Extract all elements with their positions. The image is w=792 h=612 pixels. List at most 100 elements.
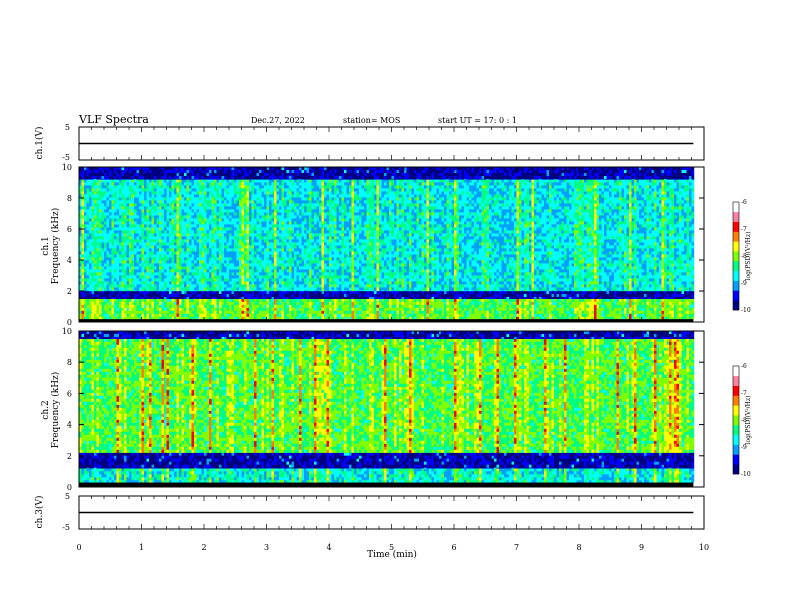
ch1-spectrogram-cell [229,266,232,270]
ch1-spectrogram-cell [299,185,302,189]
ch1-spectrogram-cell [219,275,222,279]
ch1-spectrogram-cell [279,230,282,234]
ch1-spectrogram-cell [134,290,137,292]
ch1-spectrogram-cell [246,185,250,189]
ch1-spectrogram-cell [311,188,315,192]
ch1-spectrogram-cell [294,248,297,252]
ch1-spectrogram-cell [209,179,212,183]
ch1-spectrogram-cell [199,182,202,186]
ch1-spectrogram-cell [234,275,237,279]
ch1-spectrogram-cell [146,233,150,237]
ch1-spectrogram-cell [229,215,232,219]
ch1-spectrogram-cell [186,188,190,192]
ch1-spectrogram-cell [116,167,120,171]
ch1-spectrogram-cell [119,182,122,186]
ch1-spectrogram-cell [189,263,192,267]
ch1-spectrogram-cell [161,203,165,207]
ch1-spectrogram-cell [291,170,295,174]
ch1-spectrogram-cell [131,307,135,311]
ch1-spectrogram-cell [104,275,107,279]
ch1-spectrogram-cell [166,200,170,204]
ch1-spectrogram-cell [304,179,307,180]
ch1-spectrogram-cell [124,294,127,298]
ch1-spectrogram-cell [124,287,127,291]
ch1-spectrogram-cell [284,304,287,308]
ch1-spectrogram-cell [91,310,95,314]
ch1-spectrogram-cell [306,239,310,243]
ch1-spectrogram-cell [234,203,237,207]
ch1-spectrogram-cell [184,263,187,267]
ch1-spectrogram-cell [206,304,210,308]
ch1-spectrogram-cell [241,212,245,216]
ch1-spectrogram-cell [114,307,117,311]
ch1-spectrogram-cell [304,290,307,292]
ch1-spectrogram-cell [179,287,182,291]
ch1-spectrogram-cell [146,284,150,288]
ch1-spectrogram-cell [274,233,277,237]
ch1-spectrogram-cell [139,245,142,249]
ch1-spectrogram-cell [91,209,95,213]
ch1-spectrogram-cell [79,310,82,314]
ch1-spectrogram-cell [234,284,237,288]
ch1-spectrogram-cell [201,212,205,216]
ch1-spectrogram-cell [99,179,102,183]
ch1-spectrogram-cell [269,260,272,264]
ch1-spectrogram-cell [256,242,260,246]
ch1-spectrogram-cell [86,294,90,298]
ch1-spectrogram-cell [164,287,167,291]
ch1-spectrogram-cell [216,298,220,302]
ch1-spectrogram-cell [94,260,97,264]
ch1-spectrogram-cell [299,176,302,180]
ch1-spectrogram-cell [296,242,300,246]
ch1-spectrogram-cell [169,294,172,298]
ch1-spectrogram-cell [109,290,112,292]
ch1-spectrogram-cell [294,227,297,231]
ch1-spectrogram-cell [141,284,145,288]
ch1-spectrogram-cell [161,212,165,216]
ch1-spectrogram-cell [144,200,147,204]
ch1-spectrogram-cell [79,179,82,180]
ch1-spectrogram-cell [266,176,270,180]
ch1-spectrogram-cell [229,218,232,222]
ch1-spectrogram-cell [256,179,260,180]
ch1-spectrogram-cell [251,297,255,299]
ch1-spectrogram-cell [281,197,285,201]
ch1-spectrogram-cell [259,197,262,201]
ch1-spectrogram-cell [166,188,170,192]
ch1-spectrogram-cell [221,212,225,216]
ch1-spectrogram-cell [236,281,240,285]
ch1-spectrogram-cell [234,179,237,183]
ch1-spectrogram-cell [226,242,230,246]
ch1-spectrogram-cell [274,263,277,267]
ch1-spectrogram-cell [151,284,155,288]
ch1-spectrogram-cell [286,297,290,299]
ch1-spectrogram-cell [219,301,222,305]
ch1-spectrogram-cell [281,248,285,252]
ch1-spectrogram-cell [209,251,212,255]
ch1-spectrogram-cell [191,179,195,183]
ch1-spectrogram-cell [181,194,185,198]
ch1-spectrogram-cell [296,179,300,183]
ch1-spectrogram-cell [311,307,315,311]
ch1-spectrogram-cell [296,212,300,216]
ch1-spectrogram-cell [179,224,182,228]
ch1-spectrogram-cell [159,310,162,314]
ch1-spectrogram-cell [214,182,217,186]
ch1-spectrogram-cell [131,185,135,189]
ch1-spectrogram-cell [239,230,242,234]
ch1-spectrogram-cell [174,206,177,210]
ch1-spectrogram-cell [184,301,187,305]
ch1-spectrogram-cell [139,212,142,216]
ch1-spectrogram-cell [149,173,152,177]
ch1-spectrogram-cell [239,297,242,299]
ch1-spectrogram-cell [104,304,107,308]
ch1-spectrogram-cell [136,179,140,180]
ch1-spectrogram-cell [219,304,222,308]
ch1-spectrogram-cell [309,301,312,305]
ch1-spectrogram-cell [159,304,162,308]
ch1-spectrogram-cell [261,316,265,320]
ch1-spectrogram-cell [181,260,185,264]
ch1-spectrogram-cell [134,278,137,282]
ch1-spectrogram-cell [296,269,300,273]
ch1-spectrogram-cell [294,260,297,264]
